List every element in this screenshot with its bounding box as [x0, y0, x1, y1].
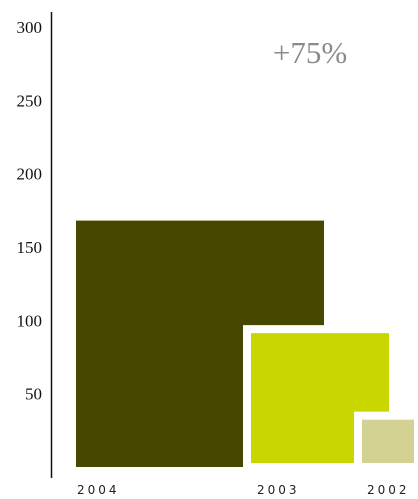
- y-tick-label: 200: [17, 165, 43, 184]
- y-tick-label: 250: [17, 91, 43, 110]
- y-tick-label: 150: [17, 238, 43, 257]
- x-category-label: 2003: [257, 483, 300, 497]
- y-tick-label: 100: [17, 311, 43, 330]
- bar-2002: [354, 411, 418, 471]
- y-tick-label: 300: [17, 18, 43, 37]
- x-category-label: 2004: [77, 483, 120, 497]
- growth-annotation: +75%: [273, 35, 347, 70]
- y-tick-label: 50: [25, 385, 42, 404]
- x-category-label: 2002: [367, 483, 410, 497]
